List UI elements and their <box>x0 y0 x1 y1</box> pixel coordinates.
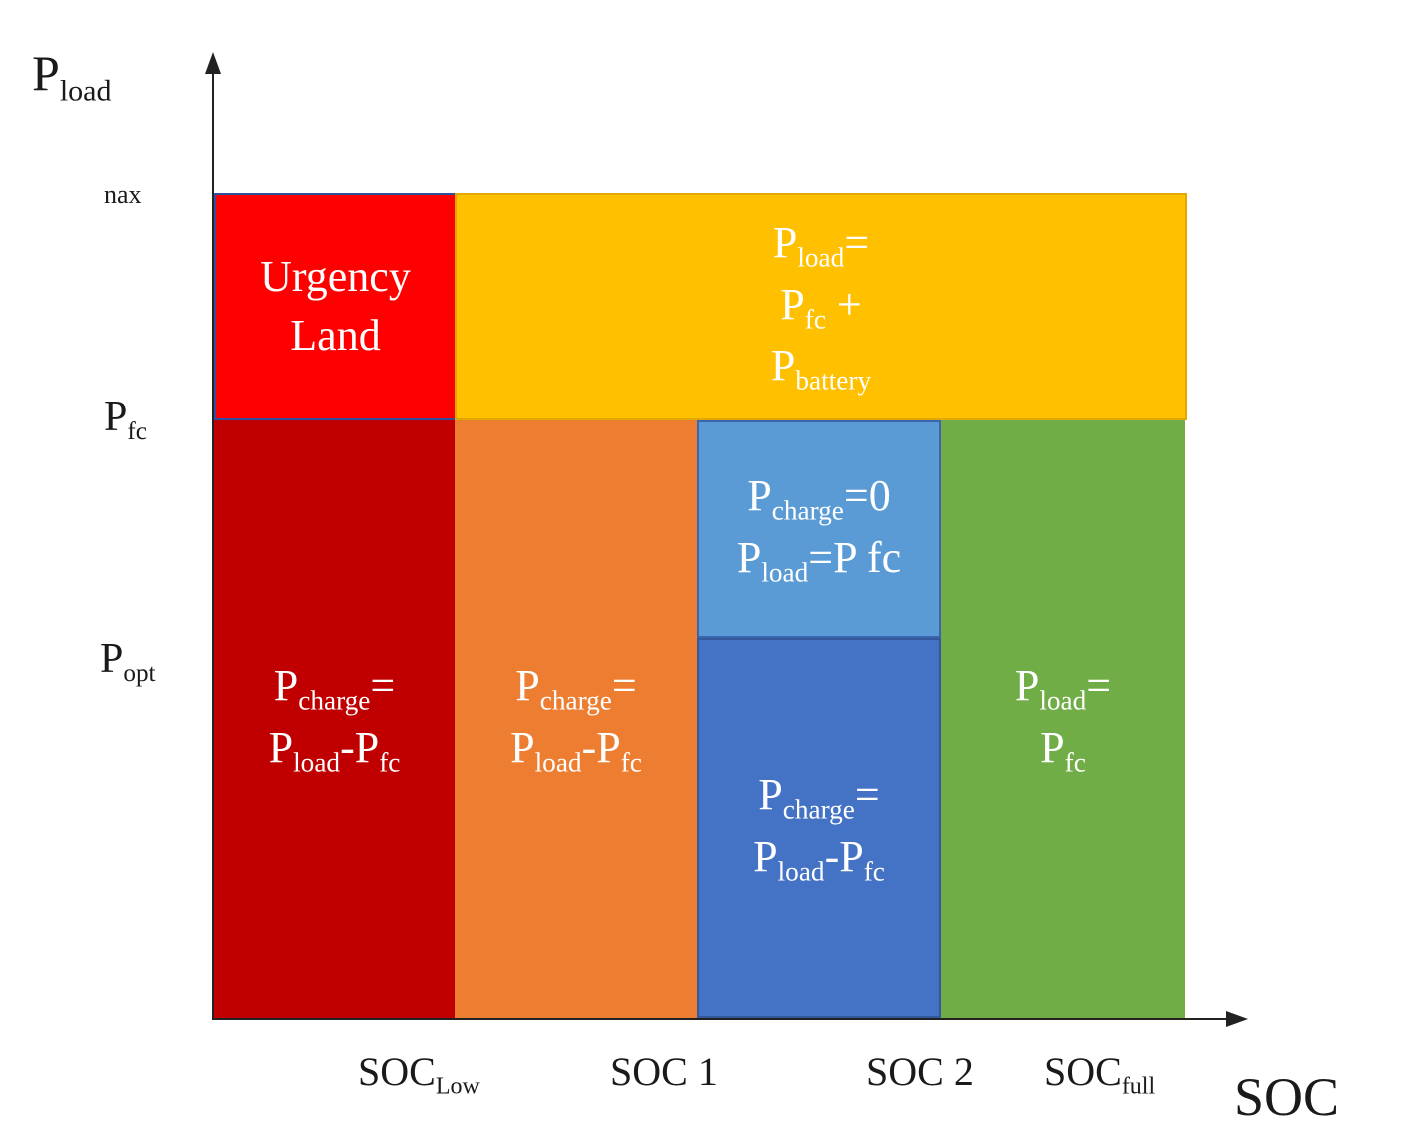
y-axis-title: Pload <box>32 45 112 108</box>
region-urgency-land: Urgency Land <box>214 193 455 420</box>
region-blue-charge: Pcharge= Pload-Pfc <box>697 638 941 1018</box>
blue-charge-line-2: Pload-Pfc <box>753 832 885 887</box>
y-axis-line <box>212 70 214 1020</box>
x-axis-line <box>212 1018 1232 1020</box>
x-axis-arrowhead <box>1226 1011 1248 1027</box>
y-tick-max: nax <box>104 180 142 209</box>
x-tick-soc-low: SOCLow <box>358 1049 480 1100</box>
region-mid-soc-charge: Pcharge= Pload-Pfc <box>455 420 697 1018</box>
full-line-1: Pload= <box>1014 661 1112 716</box>
urgency-line-1: Urgency <box>260 252 411 302</box>
full-line-2: Pfc <box>1040 723 1086 778</box>
x-tick-soc-1: SOC 1 <box>610 1049 718 1094</box>
blue-charge-line-1: Pcharge= <box>758 770 880 825</box>
battery-assist-line-1: Pload= <box>772 218 870 273</box>
no-charge-line-1: Pcharge=0 <box>747 471 891 526</box>
region-low-soc-charge: Pcharge= Pload-Pfc <box>214 420 455 1018</box>
region-battery-assist: Pload= Pfc + Pbattery <box>455 193 1187 420</box>
y-tick-p-opt: Popt <box>100 636 156 687</box>
low-charge-line-2: Pload-Pfc <box>268 723 401 778</box>
x-axis-title: SOC <box>1234 1067 1340 1127</box>
region-no-charge: Pcharge=0 Pload=P fc <box>697 420 941 638</box>
low-charge-line-1: Pcharge= <box>273 661 396 716</box>
mid-charge-line-1: Pcharge= <box>515 661 637 716</box>
region-full-soc: Pload= Pfc <box>941 420 1185 1018</box>
urgency-line-2: Land <box>290 310 381 360</box>
battery-assist-line-2: Pfc + <box>780 279 862 335</box>
mid-charge-line-2: Pload-Pfc <box>510 723 642 778</box>
battery-assist-line-3: Pbattery <box>770 341 872 396</box>
x-tick-soc-full: SOCfull <box>1044 1049 1156 1100</box>
x-tick-soc-2: SOC 2 <box>866 1049 974 1094</box>
y-axis-arrowhead <box>205 52 221 74</box>
y-tick-p-fc: Pfc <box>104 394 147 445</box>
no-charge-line-2: Pload=P fc <box>736 533 902 588</box>
